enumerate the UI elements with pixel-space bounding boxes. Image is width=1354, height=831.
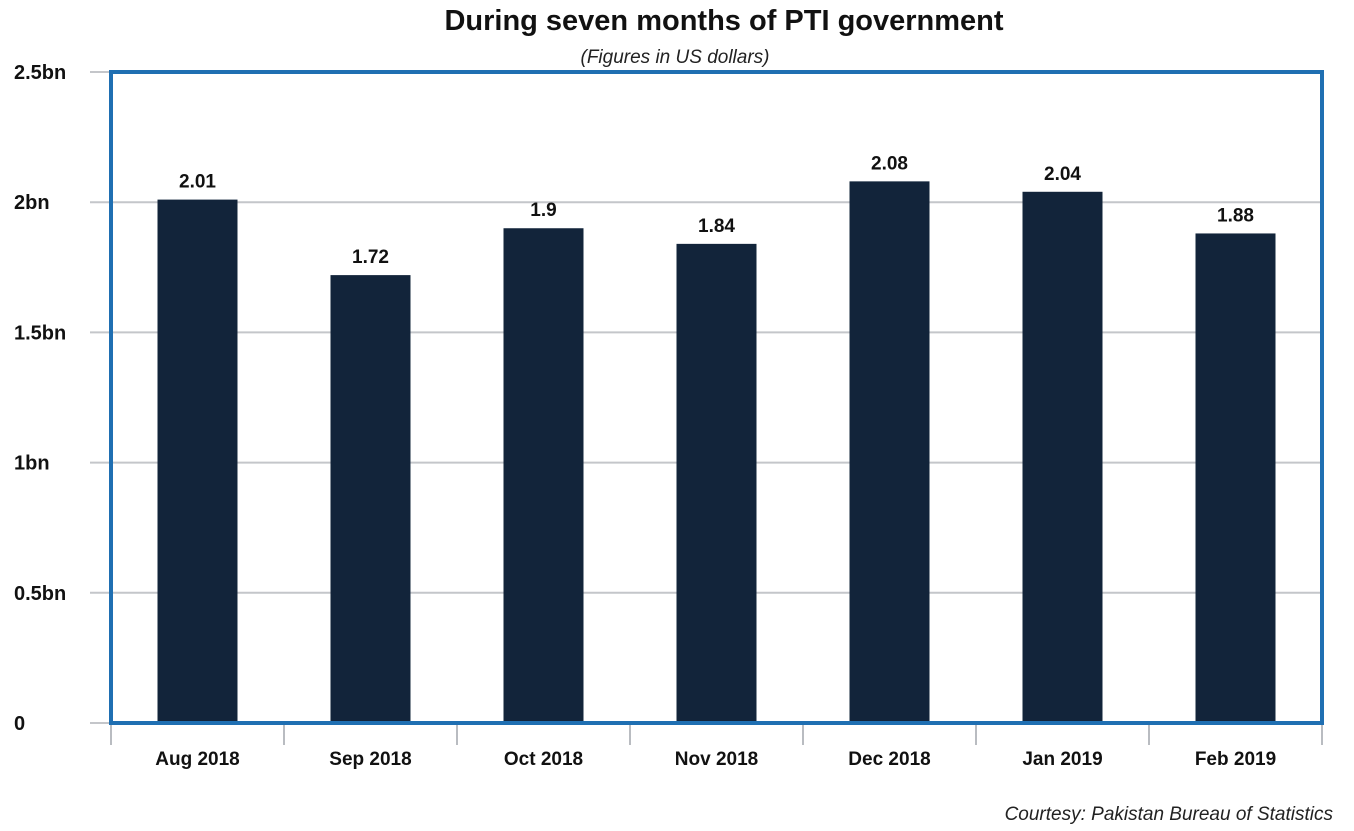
bars: [157, 181, 1276, 724]
y-tick-label: 2.5bn: [14, 62, 66, 84]
y-tick-label: 0.5bn: [14, 583, 66, 605]
value-labels: 2.01 1.72 1.9 1.84 2.08 2.04 1.88: [179, 153, 1254, 268]
source-note: Courtesy: Pakistan Bureau of Statistics: [1005, 804, 1334, 825]
x-tick-label: Sep 2018: [329, 749, 411, 770]
x-tick-label: Oct 2018: [504, 749, 583, 770]
bar-value-label: 2.01: [179, 172, 216, 193]
bar: [849, 181, 930, 724]
y-tick-label: 1.5bn: [14, 322, 66, 344]
bar-value-label: 2.04: [1044, 164, 1081, 185]
x-tick-label: Dec 2018: [848, 749, 930, 770]
y-axis-ticks: 0 0.5bn 1bn 1.5bn 2bn 2.5bn: [14, 62, 66, 735]
x-tick-label: Jan 2019: [1022, 749, 1102, 770]
x-axis: Aug 2018 Sep 2018 Oct 2018 Nov 2018 Dec 2018…: [110, 725, 1323, 770]
x-tick-label: Aug 2018: [155, 749, 239, 770]
chart-subtitle: (Figures in US dollars): [581, 47, 770, 68]
x-tick-label: Nov 2018: [675, 749, 758, 770]
y-tick-label: 2bn: [14, 192, 50, 214]
chart-title: During seven months of PTI government: [444, 5, 1003, 37]
bar-value-label: 2.08: [871, 153, 908, 174]
bar: [503, 228, 584, 724]
y-tick-label: 0: [14, 713, 25, 735]
bar-value-label: 1.9: [530, 200, 556, 221]
plot-frame: [109, 70, 1324, 725]
bar: [676, 243, 757, 723]
bar-value-label: 1.88: [1217, 205, 1254, 226]
bar: [1195, 233, 1276, 723]
bar: [157, 199, 238, 723]
bar-value-label: 1.72: [352, 247, 389, 268]
x-tick-label: Feb 2019: [1195, 749, 1276, 770]
bar-value-label: 1.84: [698, 216, 735, 237]
y-tick-label: 1bn: [14, 453, 50, 475]
bar: [1022, 191, 1103, 723]
bar: [330, 275, 411, 723]
